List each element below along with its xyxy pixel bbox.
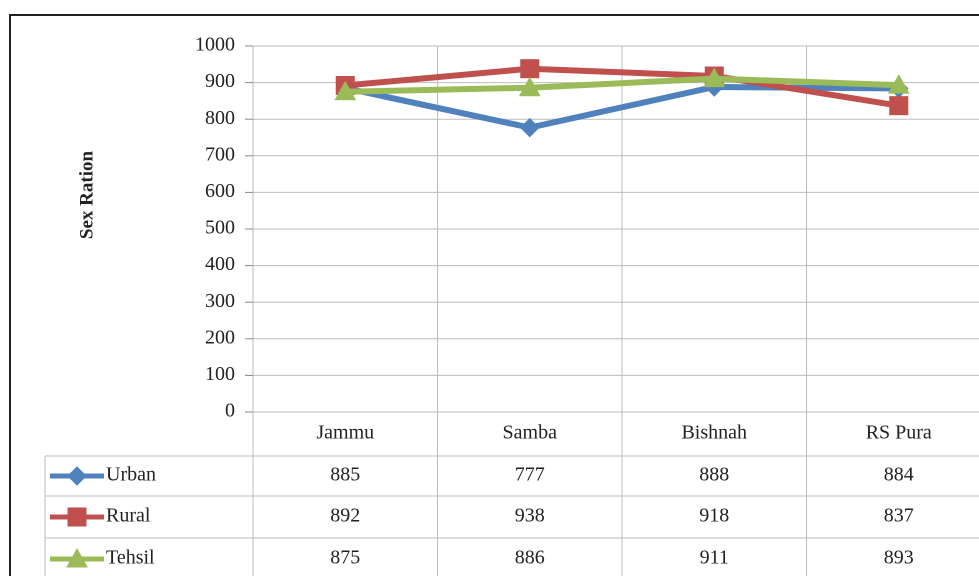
table-value: 884: [884, 464, 914, 486]
legend-marker: [66, 547, 88, 568]
series-line: [344, 83, 899, 131]
table-value: 888: [699, 464, 729, 486]
table-value: 885: [330, 464, 360, 486]
table-value: 938: [515, 505, 545, 527]
y-axis-label: Sex Ration: [76, 151, 97, 240]
legend-marker: [67, 507, 87, 527]
y-tick-label: 0: [225, 400, 235, 422]
y-tick-label: 700: [205, 143, 235, 165]
y-tick-label: 300: [205, 290, 235, 312]
chart-border: [9, 14, 979, 576]
legend-label: Tehsil: [106, 547, 155, 569]
y-tick-label: 100: [205, 363, 235, 385]
table-value: 777: [515, 464, 545, 486]
y-tick-label: 400: [205, 253, 235, 275]
marker: [520, 59, 540, 79]
table-value: 892: [330, 505, 360, 527]
y-tick-label: 200: [205, 326, 235, 348]
marker: [520, 117, 540, 138]
legend-marker: [67, 466, 87, 486]
y-tick-label: 1000: [195, 34, 235, 56]
series-line: [344, 65, 900, 109]
y-tick-label: 900: [205, 70, 235, 92]
marker: [703, 67, 726, 88]
y-tick-label: 600: [205, 180, 235, 202]
series-line: [345, 75, 899, 95]
x-tick-label: Bishnah: [681, 422, 747, 444]
y-tick-label: 800: [205, 107, 235, 129]
table-value: 837: [884, 505, 914, 527]
marker: [889, 96, 909, 116]
marker: [887, 74, 910, 94]
table-value: 886: [515, 547, 545, 569]
table-value: 875: [330, 547, 360, 569]
y-tick-label: 500: [205, 217, 235, 239]
table-value: 893: [884, 547, 914, 569]
legend-label: Urban: [106, 464, 156, 486]
marker: [334, 80, 357, 101]
table-value: 918: [699, 505, 729, 527]
marker: [518, 76, 541, 97]
x-tick-label: RS Pura: [866, 422, 932, 444]
x-tick-label: Samba: [503, 422, 558, 444]
table-value: 911: [700, 547, 729, 569]
legend-label: Rural: [106, 505, 151, 527]
x-tick-label: Jammu: [316, 422, 374, 444]
